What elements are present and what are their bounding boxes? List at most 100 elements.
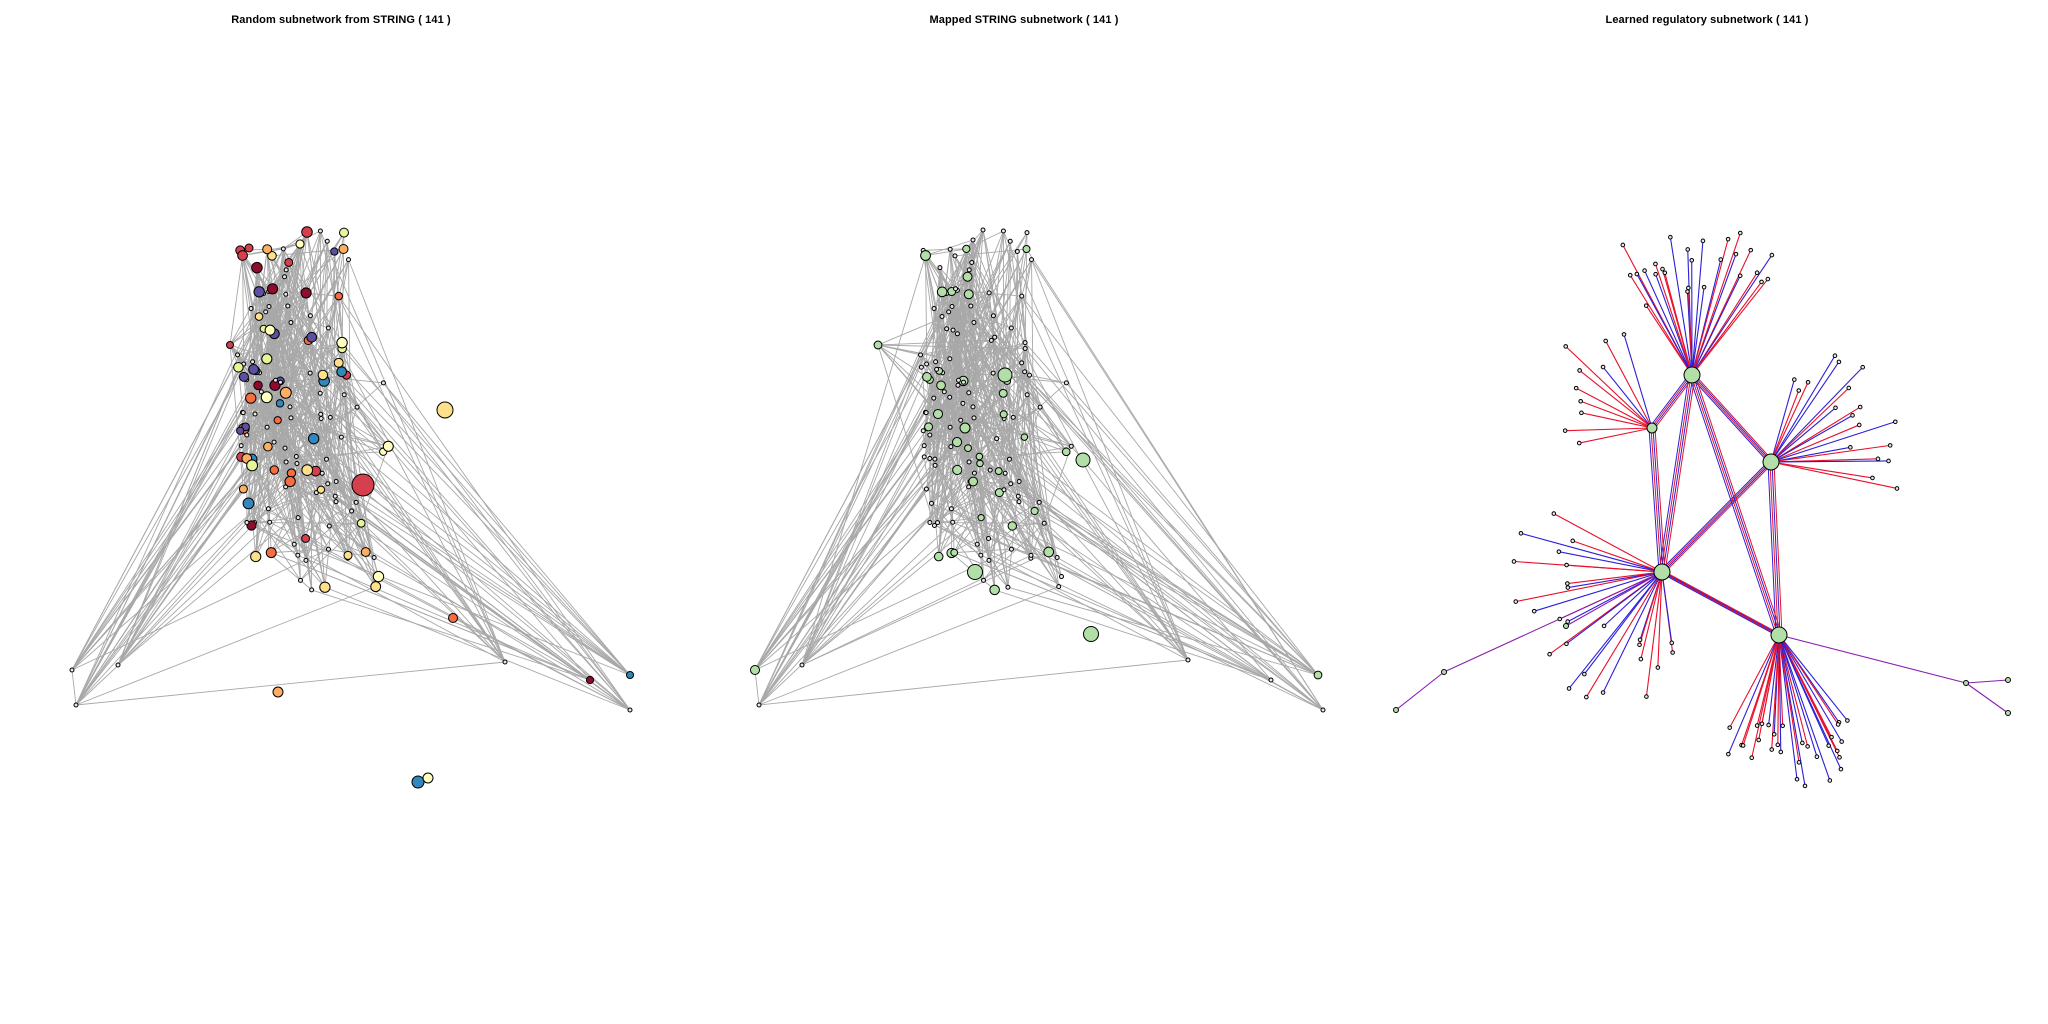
network-node: [324, 238, 330, 244]
edge: [327, 295, 340, 329]
edge: [71, 294, 287, 671]
edge-layer: [754, 229, 1324, 711]
edge: [972, 481, 1272, 681]
network-node: [271, 439, 277, 445]
network-node: [1701, 284, 1707, 290]
edge: [71, 290, 275, 671]
node-layer: [749, 227, 1326, 713]
network-node: [947, 246, 953, 252]
network-node: [300, 287, 312, 299]
network-node: [933, 551, 944, 562]
edge: [951, 481, 1020, 510]
network-node: [1963, 680, 1969, 686]
edge: [963, 381, 1045, 524]
network-node: [1796, 388, 1802, 393]
network-node: [236, 426, 245, 435]
edge: [327, 327, 506, 663]
network-node: [225, 340, 235, 350]
edge: [229, 255, 244, 346]
network-node: [1511, 559, 1517, 564]
edge: [338, 295, 506, 663]
edge: [801, 374, 1007, 666]
regulatory-edge: [1657, 571, 1663, 668]
network-node: [333, 499, 339, 505]
panel-title: Learned regulatory subnetwork ( 141 ): [1605, 14, 1809, 26]
random-subnetwork-panel: Random subnetwork from STRING ( 141 ): [0, 0, 682, 1024]
edge: [1007, 586, 1319, 676]
network-node: [264, 424, 270, 430]
network-node: [966, 459, 972, 465]
edge: [270, 517, 299, 553]
edge: [933, 380, 1008, 399]
network-node: [1643, 303, 1649, 308]
edge: [348, 259, 353, 512]
network-node: [267, 251, 277, 261]
regulatory-edge: [1581, 412, 1653, 429]
regulatory-edge: [1771, 461, 1781, 636]
edge: [801, 492, 1000, 666]
edge: [117, 481, 337, 666]
network-node: [338, 243, 349, 255]
network-node: [966, 267, 972, 273]
network-node: [999, 410, 1008, 419]
network-node: [980, 227, 986, 233]
regulatory-edge: [1515, 571, 1663, 603]
network-node: [280, 246, 286, 252]
network-node: [966, 484, 972, 490]
edge: [1010, 327, 1189, 661]
network-node: [955, 382, 961, 388]
network-node: [73, 702, 79, 708]
network-node: [955, 377, 961, 383]
edge: [925, 255, 1072, 447]
network-node: [1780, 723, 1785, 729]
network-node: [976, 459, 984, 468]
network-node: [246, 459, 259, 472]
regulatory-edge: [1694, 374, 1775, 463]
regulatory-edge: [1602, 571, 1663, 693]
hub-node: [436, 401, 454, 419]
network-node: [1565, 585, 1571, 590]
regulatory-edge: [1691, 275, 1741, 376]
regulatory-edge: [1645, 571, 1663, 697]
network-node: [1019, 293, 1025, 299]
network-node: [920, 428, 926, 434]
network-node: [325, 481, 331, 487]
network-node: [923, 410, 929, 416]
network-node: [1008, 481, 1014, 487]
edge: [287, 305, 631, 676]
network-node: [1061, 447, 1071, 457]
edge: [1003, 230, 1189, 661]
regulatory-edge: [1770, 460, 1889, 463]
edge: [268, 501, 357, 554]
network-node: [1566, 686, 1572, 691]
network-node: [353, 499, 359, 505]
network-node: [1857, 404, 1863, 410]
network-node: [989, 584, 1000, 596]
network-node: [284, 257, 294, 267]
edge-layer: [1395, 232, 2009, 786]
network-node: [932, 462, 938, 468]
network-node: [1748, 247, 1754, 253]
hub-node: [411, 775, 425, 789]
edge: [1024, 342, 1319, 676]
edge: [1026, 248, 1324, 711]
network-node: [341, 392, 347, 398]
edge: [343, 394, 591, 681]
edge: [306, 231, 375, 558]
network-node: [301, 226, 313, 238]
network-node: [1653, 271, 1658, 277]
network-node: [962, 271, 973, 282]
network-node: [1832, 353, 1838, 358]
network-node: [327, 414, 333, 420]
regulatory-edge: [1687, 287, 1693, 376]
network-node: [962, 244, 971, 254]
network-node: [284, 475, 296, 488]
network-node: [1068, 443, 1074, 449]
regulatory-edge: [1565, 427, 1653, 432]
regulatory-edge: [1770, 446, 1851, 463]
regulatory-edge: [1654, 427, 1666, 573]
edge: [271, 552, 591, 681]
network-node: [1054, 555, 1060, 561]
network-node: [356, 518, 366, 528]
edge: [973, 417, 1067, 453]
